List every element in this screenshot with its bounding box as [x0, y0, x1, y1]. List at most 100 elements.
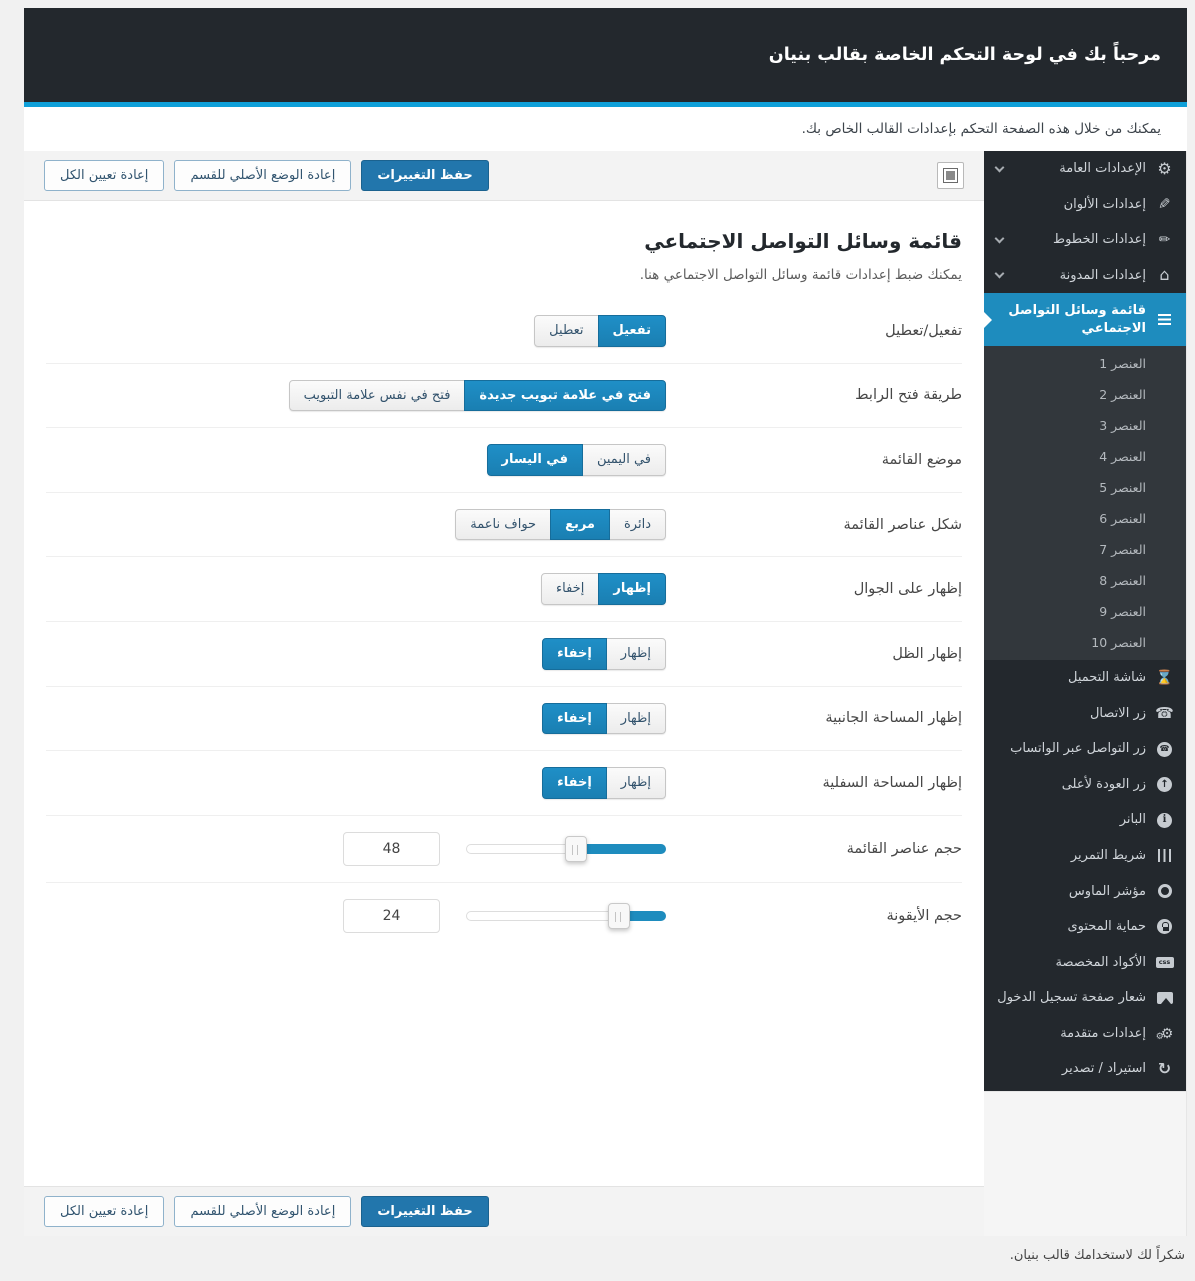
- chevron-down-icon: [994, 233, 1005, 244]
- item-size-slider[interactable]: [466, 835, 666, 862]
- sidebar-item-advanced-settings[interactable]: إعدادات متقدمة: [984, 1016, 1186, 1052]
- sidebar-item-custom-codes[interactable]: css الأكواد المخصصة: [984, 945, 1186, 981]
- setting-row-item-shape: شكل عناصر القائمة دائرة مربع حواف ناعمة: [46, 493, 962, 558]
- image-icon: [1156, 991, 1173, 1004]
- sidebar-item-login-logo[interactable]: شعار صفحة تسجيل الدخول: [984, 980, 1186, 1016]
- sidebar-item-social-media-menu[interactable]: قائمة وسائل التواصل الاجتماعي: [984, 293, 1186, 347]
- sidebar-item-label: استيراد / تصدير: [1061, 1061, 1146, 1077]
- layout-toggle-icon[interactable]: [937, 162, 964, 189]
- sidebar-item-mouse-cursor[interactable]: مؤشر الماوس: [984, 874, 1186, 910]
- sidebar-item-label: إعدادات المدونة: [1059, 267, 1146, 283]
- sidebar-item-back-to-top[interactable]: زر العودة لأعلى: [984, 767, 1186, 803]
- setting-row-show-shadow: إظهار الظل إظهار إخفاء: [46, 622, 962, 687]
- toggle-option-show[interactable]: إظهار: [598, 573, 666, 605]
- sidebar-item-call-button[interactable]: زر الاتصال: [984, 696, 1186, 732]
- sidebar-filler: [984, 1090, 1186, 1236]
- toggle-group: إظهار إخفاء: [541, 573, 666, 605]
- reset-all-button[interactable]: إعادة تعيين الكل: [44, 160, 165, 191]
- sidebar-item-label: الأكواد المخصصة: [1055, 954, 1146, 970]
- sidebar-item-content-protection[interactable]: حماية المحتوى: [984, 909, 1186, 945]
- sidebar-item-whatsapp-button[interactable]: زر التواصل عبر الواتساب: [984, 731, 1186, 767]
- sidebar-subitem-element-9[interactable]: العنصر 9: [1099, 604, 1146, 620]
- toggle-option-square[interactable]: مربع: [550, 508, 610, 541]
- sidebar-subitem-element-2[interactable]: العنصر 2: [1099, 387, 1146, 403]
- sync-icon: [1155, 1061, 1174, 1078]
- setting-label: شكل عناصر القائمة: [843, 516, 962, 533]
- gears-icon: [1155, 1025, 1174, 1042]
- icon-size-slider[interactable]: [466, 902, 666, 929]
- sidebar-item-loading-screen[interactable]: شاشة التحميل: [984, 660, 1186, 696]
- panel-header: مرحباً بك في لوحة التحكم الخاصة بقالب بن…: [24, 8, 1187, 107]
- sidebar-item-blog-settings[interactable]: إعدادات المدونة: [984, 258, 1186, 294]
- save-button[interactable]: حفظ التغييرات: [361, 160, 489, 191]
- sidebar-subitem-element-5[interactable]: العنصر 5: [1099, 480, 1146, 496]
- setting-label: حجم الأيقونة: [886, 907, 962, 924]
- sidebar-item-label: شريط التمرير: [1070, 848, 1146, 864]
- toggle-group: تفعيل تعطيل: [534, 315, 666, 347]
- setting-label: موضع القائمة: [881, 451, 962, 468]
- toggle-option-show[interactable]: إظهار: [605, 767, 666, 799]
- toggle-option-left[interactable]: في اليسار: [486, 444, 583, 476]
- reset-section-button[interactable]: إعادة الوضع الأصلي للقسم: [174, 160, 352, 191]
- sidebar-item-general-settings[interactable]: الإعدادات العامة: [984, 151, 1186, 187]
- toggle-option-hide[interactable]: إخفاء: [542, 637, 607, 670]
- setting-label: طريقة فتح الرابط: [855, 387, 962, 404]
- sidebar-subitem-element-1[interactable]: العنصر 1: [1099, 356, 1146, 372]
- section-description: يمكنك ضبط إعدادات قائمة وسائل التواصل ال…: [639, 267, 962, 283]
- toggle-group: في اليمين في اليسار: [486, 444, 666, 476]
- sidebar-item-import-export[interactable]: استيراد / تصدير: [984, 1051, 1186, 1087]
- setting-row-show-side-space: إظهار المساحة الجانبية إظهار إخفاء: [46, 687, 962, 752]
- toggle-group: إظهار إخفاء: [542, 637, 666, 670]
- setting-row-menu-position: موضع القائمة في اليمين في اليسار: [46, 428, 962, 493]
- toggle-option-show[interactable]: إظهار: [605, 637, 666, 670]
- setting-row-link-target: طريقة فتح الرابط فتح في علامة تبويب جديد…: [46, 364, 962, 429]
- sidebar-subitem-element-6[interactable]: العنصر 6: [1099, 511, 1146, 527]
- section-title: قائمة وسائل التواصل الاجتماعي: [644, 229, 962, 253]
- pencil-icon: [1155, 231, 1174, 248]
- slider-fill: [576, 843, 666, 854]
- toggle-option-enable[interactable]: تفعيل: [597, 315, 666, 347]
- slider-handle[interactable]: [564, 835, 587, 862]
- chevron-down-icon: [994, 268, 1005, 279]
- sidebar-item-color-settings[interactable]: إعدادات الألوان: [984, 187, 1186, 223]
- sidebar-subitem-element-4[interactable]: العنصر 4: [1099, 449, 1146, 465]
- setting-label: إظهار المساحة الجانبية: [825, 710, 962, 727]
- reset-section-button[interactable]: إعادة الوضع الأصلي للقسم: [174, 1196, 352, 1227]
- toggle-option-show[interactable]: إظهار: [605, 702, 666, 735]
- whatsapp-icon: [1157, 741, 1172, 757]
- sidebar-item-scrollbar[interactable]: شريط التمرير: [984, 838, 1186, 874]
- settings-content: حفظ التغييرات إعادة الوضع الأصلي للقسم إ…: [24, 151, 984, 1236]
- sidebar-subitem-element-10[interactable]: العنصر 10: [1091, 635, 1146, 651]
- setting-row-item-size: حجم عناصر القائمة: [46, 816, 962, 883]
- toggle-option-hide[interactable]: إخفاء: [541, 573, 600, 605]
- sidebar-item-font-settings[interactable]: إعدادات الخطوط: [984, 222, 1186, 258]
- toggle-option-soft-corners[interactable]: حواف ناعمة: [455, 508, 552, 541]
- toggle-group: دائرة مربع حواف ناعمة: [455, 508, 666, 541]
- toggle-option-new-tab[interactable]: فتح في علامة تبويب جديدة: [464, 379, 666, 412]
- sidebar-item-label: حماية المحتوى: [1067, 919, 1146, 935]
- toggle-option-hide[interactable]: إخفاء: [542, 702, 607, 735]
- toggle-option-hide[interactable]: إخفاء: [542, 767, 607, 799]
- sidebar-item-label: البانر: [1119, 812, 1146, 828]
- sidebar-subitem-element-7[interactable]: العنصر 7: [1099, 542, 1146, 558]
- settings-panel: قائمة وسائل التواصل الاجتماعي يمكنك ضبط …: [24, 201, 984, 1186]
- admin-panel: مرحباً بك في لوحة التحكم الخاصة بقالب بن…: [24, 8, 1187, 1277]
- page-subtitle: يمكنك من خلال هذه الصفحة التحكم بإعدادات…: [801, 121, 1161, 137]
- slider-handle[interactable]: [608, 902, 631, 929]
- reset-all-button[interactable]: إعادة تعيين الكل: [44, 1196, 165, 1227]
- toggle-option-same-tab[interactable]: فتح في نفس علامة التبويب: [288, 379, 466, 412]
- setting-row-enable-disable: تفعيل/تعطيل تفعيل تعطيل: [46, 299, 962, 364]
- save-button[interactable]: حفظ التغييرات: [361, 1196, 489, 1227]
- setting-label: حجم عناصر القائمة: [846, 840, 962, 857]
- sidebar-item-banner[interactable]: البانر: [984, 802, 1186, 838]
- item-size-input[interactable]: [343, 831, 440, 866]
- sidebar-menu: الإعدادات العامة إعدادات الألوان إعدادات…: [984, 151, 1186, 1091]
- toggle-option-disable[interactable]: تعطيل: [534, 315, 599, 347]
- sidebar-subitem-element-8[interactable]: العنصر 8: [1099, 573, 1146, 589]
- toggle-option-circle[interactable]: دائرة: [608, 508, 666, 541]
- sidebar-item-label: الإعدادات العامة: [1059, 161, 1146, 176]
- icon-size-input[interactable]: [343, 898, 440, 933]
- sidebar-item-label: مؤشر الماوس: [1068, 883, 1146, 899]
- sidebar-subitem-element-3[interactable]: العنصر 3: [1099, 418, 1146, 434]
- toggle-option-right[interactable]: في اليمين: [581, 444, 666, 476]
